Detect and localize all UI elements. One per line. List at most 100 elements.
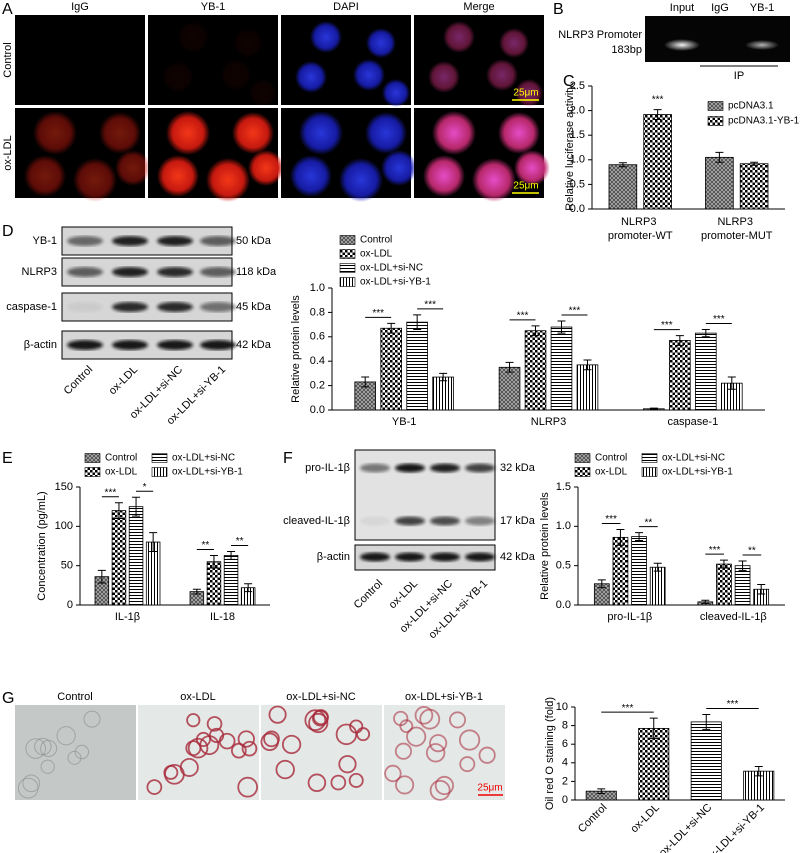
error-bar <box>635 532 644 541</box>
significance-label: ** <box>202 540 210 551</box>
legend-label: pcDNA3.1-YB-1 <box>728 116 800 127</box>
scale-bar-label: 25μm <box>513 88 538 99</box>
bar <box>631 536 647 606</box>
cell <box>290 155 332 197</box>
y-tick-label: 10 <box>556 701 568 713</box>
ip-label: IP <box>734 70 744 82</box>
protein-size: 32 kDa <box>500 462 536 474</box>
legend-swatch <box>151 453 168 463</box>
panel-letter: F <box>283 450 293 467</box>
legend-label: Control <box>360 235 392 246</box>
y-tick-label: 0.0 <box>310 404 325 416</box>
legend-swatch <box>84 467 101 477</box>
y-tick-label: 6 <box>562 738 568 750</box>
lipid-cell <box>434 775 454 796</box>
x-tick-label: NLRP3 promoter-MUT <box>701 216 773 242</box>
lipid-cell <box>263 730 280 748</box>
lane-label: Input <box>670 2 694 14</box>
column-header: YB-1 <box>201 1 225 13</box>
legend-swatch <box>339 249 356 259</box>
error-bar <box>192 588 201 595</box>
blot-band <box>465 463 495 473</box>
y-tick-label: 0 <box>67 599 73 611</box>
lipid-cell <box>206 716 223 732</box>
error-bar <box>750 161 759 166</box>
legend-label: ox-LDL <box>360 249 393 260</box>
x-tick-label: cleaved-IL-1β <box>700 611 767 623</box>
blot-band <box>157 267 193 277</box>
error-bar <box>531 325 540 337</box>
protein-label: cleaved-IL-1β <box>283 515 350 527</box>
error-bar <box>413 314 422 330</box>
error-bar <box>583 359 592 371</box>
significance-label: *** <box>709 545 721 556</box>
lipid-cell <box>429 734 448 753</box>
bar <box>498 366 521 411</box>
x-tick-label: NLRP3 promoter-WT <box>608 216 673 242</box>
cell <box>428 61 460 93</box>
lipid-cell <box>449 711 467 729</box>
blot-band <box>395 516 425 526</box>
lipid-cell <box>459 756 476 773</box>
cell <box>472 158 516 202</box>
lipid-cell <box>241 740 258 757</box>
y-tick-label: 1.0 <box>310 282 325 294</box>
blot-band <box>157 302 193 312</box>
cell <box>382 79 410 107</box>
protein-size: 50 kDa <box>236 235 272 247</box>
protein-size: 17 kDa <box>500 515 536 527</box>
cell <box>99 112 141 154</box>
bar <box>576 364 599 411</box>
lipid-cell <box>307 773 327 793</box>
y-tick-label: 0.6 <box>310 331 325 343</box>
significance-label: *** <box>652 94 664 105</box>
error-bar <box>675 335 684 346</box>
cell <box>33 111 77 155</box>
cell <box>73 158 117 202</box>
gel-band <box>664 39 700 51</box>
gel-label: NLRP3 Promoter <box>558 29 642 41</box>
bar <box>111 510 127 606</box>
legend-label: ox-LDL+si-YB-1 <box>172 467 243 478</box>
cell <box>83 710 101 728</box>
blot-band <box>67 236 103 246</box>
cell <box>486 59 518 91</box>
legend-swatch <box>641 467 658 477</box>
legend-swatch <box>339 263 356 273</box>
bar <box>612 536 629 606</box>
lipid-cell <box>394 742 413 760</box>
bar <box>695 332 717 411</box>
error-bar <box>618 162 627 168</box>
x-tick-label: YB-1 <box>392 416 416 428</box>
cell <box>220 59 252 91</box>
bar <box>432 376 454 411</box>
significance-label: *** <box>605 514 617 525</box>
error-bar <box>738 560 747 571</box>
legend-swatch <box>339 235 356 245</box>
error-bar <box>505 361 514 373</box>
lipid-cell <box>348 772 364 788</box>
lipid-cell <box>393 710 409 727</box>
error-bar <box>209 554 218 569</box>
panel-letter: G <box>2 690 14 707</box>
cell <box>157 155 199 197</box>
y-tick-label: 0.4 <box>310 355 325 367</box>
error-bar <box>727 376 736 390</box>
y-axis-label: Relative protein levels <box>290 295 302 403</box>
legend-swatch <box>641 453 658 463</box>
lipid-cell <box>187 737 209 759</box>
lipid-cell <box>260 732 279 752</box>
bar <box>223 555 239 606</box>
y-axis-label: Relative protein levels <box>539 492 551 600</box>
blot-band <box>112 302 148 312</box>
cell <box>40 759 55 774</box>
bar <box>669 340 691 411</box>
y-tick-label: 2.5 <box>570 80 585 92</box>
bar <box>524 330 547 411</box>
y-tick-label: 150 <box>55 481 73 493</box>
legend-swatch <box>707 116 724 126</box>
y-tick-label: 0.5 <box>556 560 571 572</box>
y-tick-label: 2 <box>562 775 568 787</box>
cell <box>25 738 47 759</box>
